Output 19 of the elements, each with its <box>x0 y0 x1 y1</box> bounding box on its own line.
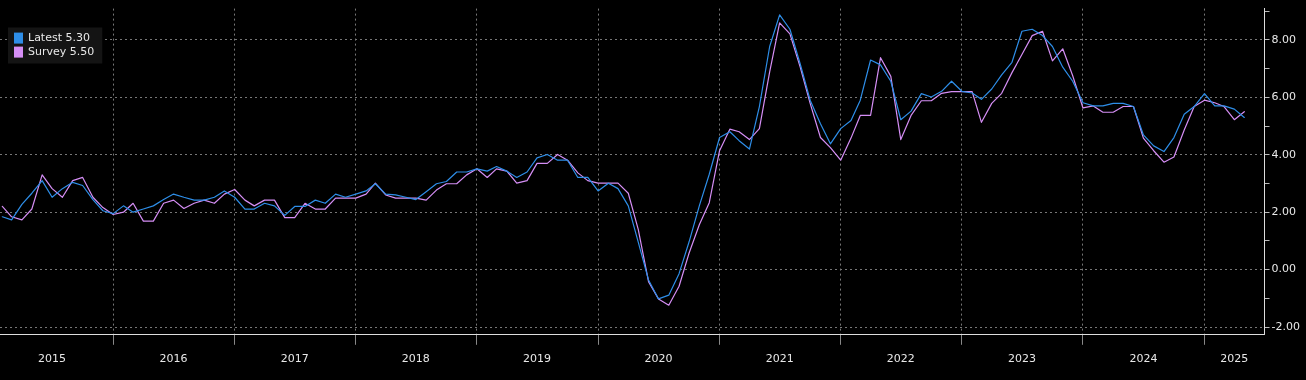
y-tick-label: 0.00 <box>1271 262 1297 276</box>
x-tick-label: 2022 <box>886 352 915 366</box>
legend-label: Latest 5.30 <box>28 31 90 45</box>
y-tick-label: 2.00 <box>1271 205 1297 219</box>
x-tick-label: 2015 <box>38 352 67 366</box>
y-tick-label: 8.00 <box>1271 32 1297 46</box>
x-tick-label: 2018 <box>401 352 430 366</box>
x-tick-label: 2023 <box>1007 352 1036 366</box>
x-tick-label: 2021 <box>765 352 794 366</box>
y-tick-label: -2.00 <box>1271 319 1301 333</box>
x-tick-label: 2020 <box>644 352 673 366</box>
y-tick-label: 6.00 <box>1271 90 1297 104</box>
x-tick-label: 2016 <box>159 352 188 366</box>
legend-label: Survey 5.50 <box>28 45 95 59</box>
x-tick-label: 2024 <box>1129 352 1158 366</box>
y-tick-label: 4.00 <box>1271 147 1297 161</box>
x-tick-label: 2019 <box>523 352 552 366</box>
x-tick-label: 2025 <box>1220 352 1249 366</box>
x-tick-label: 2017 <box>280 352 309 366</box>
